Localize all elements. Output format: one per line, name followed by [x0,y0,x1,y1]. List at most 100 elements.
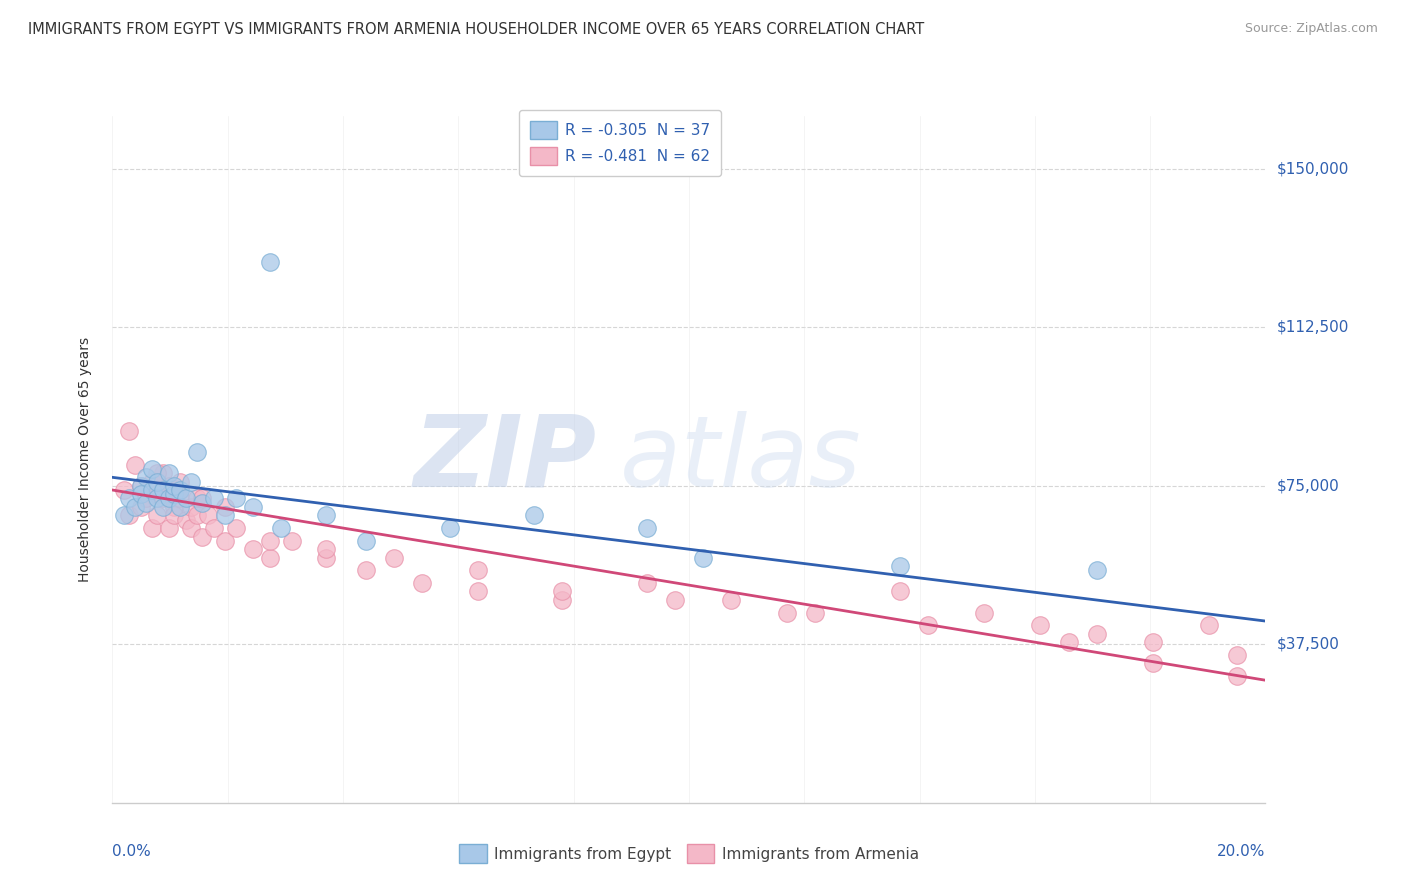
Point [889,559,911,574]
Point [186,491,208,506]
Point [225,491,247,506]
Point [118,508,141,523]
Point [124,458,146,472]
Point [118,491,141,506]
Point [152,466,174,480]
Point [1198,618,1220,632]
Text: $112,500: $112,500 [1277,320,1350,334]
Text: $75,000: $75,000 [1277,478,1340,493]
Point [259,254,281,268]
Point [163,487,186,501]
Point [636,521,658,535]
Point [174,513,197,527]
Point [157,466,180,480]
Point [315,542,337,557]
Point [1142,657,1164,671]
Point [973,606,995,620]
Point [720,593,742,607]
Point [1085,563,1108,577]
Point [917,618,939,632]
Point [281,533,304,548]
Point [551,584,574,599]
Point [1226,669,1249,683]
Point [202,521,225,535]
Point [180,521,202,535]
Point [439,521,461,535]
Point [354,563,377,577]
Point [129,500,152,514]
Point [146,508,169,523]
Point [186,445,208,459]
Point [152,491,174,506]
Point [1142,635,1164,649]
Point [1057,635,1080,649]
Point [152,500,174,514]
Point [157,491,180,506]
Point [551,593,574,607]
Point [214,533,236,548]
Point [129,479,152,493]
Point [169,475,191,489]
Point [202,491,225,506]
Point [354,533,377,548]
Point [141,462,163,476]
Point [163,508,186,523]
Point [146,487,169,501]
Point [191,496,214,510]
Point [157,479,180,493]
Text: Source: ZipAtlas.com: Source: ZipAtlas.com [1244,22,1378,36]
Point [157,521,180,535]
Point [174,491,197,506]
Point [169,483,191,497]
Point [467,563,489,577]
Point [129,479,152,493]
Text: 0.0%: 0.0% [112,844,152,859]
Point [186,508,208,523]
Point [180,475,202,489]
Point [315,508,337,523]
Point [315,550,337,565]
Point [141,483,163,497]
Point [664,593,686,607]
Point [118,424,141,438]
Point [191,491,214,506]
Point [225,521,247,535]
Point [124,500,146,514]
Point [242,500,264,514]
Point [135,491,157,506]
Point [804,606,827,620]
Point [135,470,157,484]
Point [169,483,191,497]
Point [270,521,292,535]
Point [163,500,186,514]
Point [382,550,405,565]
Point [141,475,163,489]
Text: $150,000: $150,000 [1277,161,1350,177]
Point [523,508,546,523]
Point [169,491,191,506]
Legend: Immigrants from Egypt, Immigrants from Armenia: Immigrants from Egypt, Immigrants from A… [451,837,927,871]
Point [776,606,799,620]
Point [152,483,174,497]
Point [146,466,169,480]
Point [1029,618,1052,632]
Point [889,584,911,599]
Point [141,521,163,535]
Point [242,542,264,557]
Text: atlas: atlas [620,411,862,508]
Point [214,508,236,523]
Point [169,500,191,514]
Point [467,584,489,599]
Point [636,576,658,591]
Point [146,475,169,489]
Point [197,508,219,523]
Y-axis label: Householder Income Over 65 years: Householder Income Over 65 years [77,337,91,582]
Point [135,496,157,510]
Point [411,576,433,591]
Point [259,550,281,565]
Point [146,491,169,506]
Point [112,508,135,523]
Point [214,500,236,514]
Text: IMMIGRANTS FROM EGYPT VS IMMIGRANTS FROM ARMENIA HOUSEHOLDER INCOME OVER 65 YEAR: IMMIGRANTS FROM EGYPT VS IMMIGRANTS FROM… [28,22,924,37]
Text: ZIP: ZIP [413,411,596,508]
